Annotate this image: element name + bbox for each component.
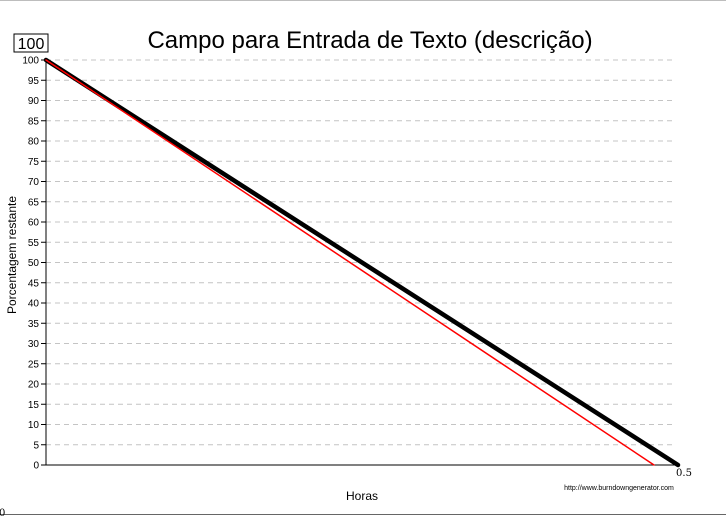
badge-value: 100 bbox=[18, 36, 45, 53]
y-tick-label-80: 80 bbox=[28, 137, 40, 148]
frame-top-border bbox=[0, 0, 726, 1]
credit-link[interactable]: http://www.burndowngenerator.com bbox=[564, 485, 674, 492]
y-tick-label-55: 55 bbox=[28, 238, 40, 249]
y-tick-label-10: 10 bbox=[28, 420, 40, 431]
y-tick-label-50: 50 bbox=[28, 258, 40, 269]
y-tick-label-100: 100 bbox=[22, 56, 39, 67]
y-tick-label-25: 25 bbox=[28, 359, 40, 370]
y-axis-ticks: 0 5 10 15 20 25 30 35 40 45 50 55 60 65 70 75 80 85 90 95 10… bbox=[22, 56, 46, 472]
y-tick-label-30: 30 bbox=[28, 339, 40, 350]
y-tick-label-40: 40 bbox=[28, 299, 40, 310]
y-tick-label-85: 85 bbox=[28, 116, 40, 127]
y-tick-label-75: 75 bbox=[28, 157, 40, 168]
y-tick-label-15: 15 bbox=[28, 400, 40, 411]
badge-box bbox=[13, 33, 49, 53]
y-tick-label-60: 60 bbox=[28, 218, 40, 229]
y-tick-label-45: 45 bbox=[28, 278, 40, 289]
y-tick-label-0: 0 bbox=[33, 461, 39, 472]
y-tick-label-90: 90 bbox=[28, 96, 40, 107]
y-tick-label-35: 35 bbox=[28, 319, 40, 330]
x-tick-label-start: 0 bbox=[0, 508, 5, 516]
y-tick-label-5: 5 bbox=[33, 440, 39, 451]
y-tick-label-20: 20 bbox=[28, 380, 40, 391]
y-tick-label-65: 65 bbox=[28, 197, 40, 208]
x-axis-label: Horas bbox=[346, 489, 378, 503]
series-line-red bbox=[45, 59, 655, 466]
series-group bbox=[43, 57, 681, 468]
y-tick-label-70: 70 bbox=[28, 177, 40, 188]
x-tick-label-end: 0.5 bbox=[676, 468, 692, 479]
series-line-black bbox=[43, 57, 681, 468]
y-tick-label-95: 95 bbox=[28, 76, 40, 87]
frame-bottom-border bbox=[0, 514, 726, 515]
y-axis-label: Porcentagem restante bbox=[5, 196, 19, 314]
chart-title: Campo para Entrada de Texto (descrição) bbox=[147, 27, 592, 54]
